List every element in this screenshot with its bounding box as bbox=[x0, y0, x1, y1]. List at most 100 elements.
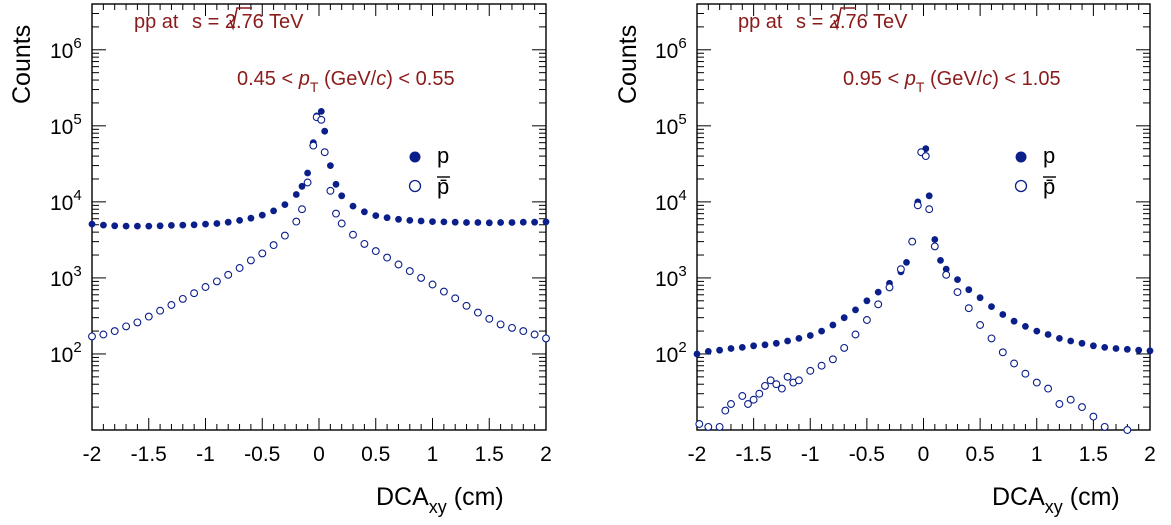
proton-data-point bbox=[508, 219, 516, 226]
energy-annotation: pp at s = 2.76 TeV bbox=[738, 11, 908, 33]
x-tick-label: -0.5 bbox=[849, 443, 885, 466]
antiproton-data-point bbox=[320, 148, 329, 157]
x-axis-title-unit: (cm) bbox=[1063, 483, 1120, 511]
y-tick-label: 105 bbox=[655, 111, 687, 139]
x-axis-tick-labels: -2 -1.5 -1 -0.5 0 0.5 1 1.5 2 bbox=[688, 443, 1156, 466]
antiproton-data-point bbox=[749, 395, 758, 404]
proton-data-point bbox=[383, 214, 391, 222]
proton-data-point bbox=[1010, 317, 1018, 325]
legend-marker-p bbox=[1015, 151, 1027, 163]
proton-data-point bbox=[485, 219, 493, 227]
pt-low: 0.95 bbox=[843, 68, 882, 90]
antiproton-data-point bbox=[178, 294, 187, 303]
proton-data-point bbox=[988, 303, 995, 310]
antiproton-data-point bbox=[383, 253, 392, 262]
antiproton-data-point bbox=[360, 239, 369, 248]
antiproton-data-point bbox=[964, 304, 973, 313]
x-tick-label: -1.5 bbox=[131, 443, 167, 466]
y-tick-label-exponent: 2 bbox=[678, 339, 686, 356]
x-tick-label: -1 bbox=[801, 443, 820, 466]
y-tick-label-exponent: 4 bbox=[73, 187, 81, 204]
energy-prefix: pp at bbox=[134, 11, 184, 33]
x-tick-label: 2 bbox=[540, 443, 552, 466]
proton-data-point bbox=[281, 201, 289, 209]
y-tick-label-exponent: 6 bbox=[73, 35, 81, 52]
antiproton-data-point bbox=[806, 366, 815, 375]
x-tick-label: 0.5 bbox=[966, 443, 995, 466]
proton-data-point bbox=[156, 222, 164, 230]
antiproton-data-point bbox=[1032, 378, 1041, 387]
proton-data-point bbox=[417, 217, 425, 225]
antiproton-data-point bbox=[840, 343, 849, 352]
pt-variable: p bbox=[298, 68, 310, 90]
antiproton-data-point bbox=[942, 270, 951, 279]
sqrt-s: s bbox=[192, 11, 202, 33]
proton-data-point bbox=[321, 127, 329, 135]
y-axis-ticks bbox=[92, 3, 546, 408]
proton-data-point bbox=[1123, 345, 1131, 353]
pt-less-than: < bbox=[882, 68, 905, 90]
antiproton-data-point bbox=[292, 217, 301, 226]
proton-data-point bbox=[1146, 347, 1154, 355]
x-tick-label: 1.5 bbox=[475, 443, 504, 466]
antiproton-data-point bbox=[371, 247, 380, 256]
x-tick-label: -1.5 bbox=[736, 443, 772, 466]
proton-data-point bbox=[1033, 327, 1041, 335]
proton-data-point bbox=[1044, 331, 1052, 338]
antiproton-data-point bbox=[88, 332, 96, 341]
proton-data-point bbox=[1135, 346, 1143, 354]
antiproton-data-point bbox=[874, 300, 883, 309]
proton-data-point bbox=[954, 276, 961, 283]
pt-range-annotation: 0.45 < pT (GeV/c) < 0.55 bbox=[237, 68, 455, 95]
antiproton-data-point bbox=[349, 230, 357, 239]
pt-range-annotation: 0.95 < pT (GeV/c) < 1.05 bbox=[843, 68, 1061, 95]
proton-data-point bbox=[474, 219, 482, 226]
proton-data-point bbox=[806, 332, 814, 339]
x-tick-label: 1.5 bbox=[1079, 443, 1108, 466]
antiproton-data-point bbox=[772, 380, 781, 389]
antiproton-data-point bbox=[439, 287, 448, 296]
pt-low: 0.45 bbox=[237, 68, 276, 90]
legend-marker-pbar bbox=[1014, 179, 1028, 193]
y-tick-label: 102 bbox=[50, 339, 82, 367]
antiproton-data-point bbox=[326, 186, 335, 195]
y-axis-title: Counts bbox=[8, 25, 36, 104]
antiproton-data-point bbox=[755, 389, 764, 398]
y-tick-label-base: 10 bbox=[50, 192, 73, 215]
proton-data-point bbox=[903, 259, 910, 266]
proton-data-point bbox=[349, 202, 357, 210]
x-tick-label: 2 bbox=[1144, 443, 1156, 466]
antiproton-data-point bbox=[246, 256, 255, 265]
pt-unit-c: c bbox=[982, 68, 992, 90]
proton-data-point bbox=[202, 220, 209, 228]
x-tick-label: 0.5 bbox=[361, 443, 390, 466]
sqrt-symbol bbox=[229, 7, 252, 31]
antiproton-data-point bbox=[405, 267, 414, 276]
antiproton-data-point bbox=[987, 334, 996, 343]
proton-data-point bbox=[236, 217, 244, 224]
x-tick-label: -1 bbox=[196, 443, 215, 466]
proton-data-point bbox=[772, 339, 780, 347]
proton-data-point bbox=[463, 219, 470, 226]
proton-data-point bbox=[100, 221, 107, 229]
antiproton-data-point bbox=[530, 330, 539, 339]
y-tick-label-base: 10 bbox=[50, 344, 73, 367]
proton-data-point bbox=[761, 341, 769, 349]
energy-annotation: pp at s = 2.76 TeV bbox=[134, 11, 304, 33]
antiproton-data-point bbox=[913, 201, 922, 210]
energy-suffix: = 2.76 TeV bbox=[806, 11, 908, 33]
proton-data-point bbox=[693, 350, 701, 358]
proton-data-point bbox=[179, 221, 187, 229]
antiproton-data-point bbox=[1055, 400, 1064, 408]
y-tick-label-exponent: 6 bbox=[678, 35, 686, 52]
proton-data-point bbox=[134, 222, 141, 230]
pt-unit-open: (GeV/ bbox=[924, 68, 982, 90]
proton-data-point bbox=[440, 218, 448, 226]
x-axis-title-main: DCA bbox=[376, 483, 429, 511]
y-tick-label: 105 bbox=[50, 111, 82, 139]
proton-data-point bbox=[258, 211, 266, 219]
legend: p p̄ bbox=[1014, 143, 1055, 199]
antiproton-data-point bbox=[317, 115, 326, 124]
legend-label-pbar: p̄ bbox=[1043, 174, 1055, 199]
